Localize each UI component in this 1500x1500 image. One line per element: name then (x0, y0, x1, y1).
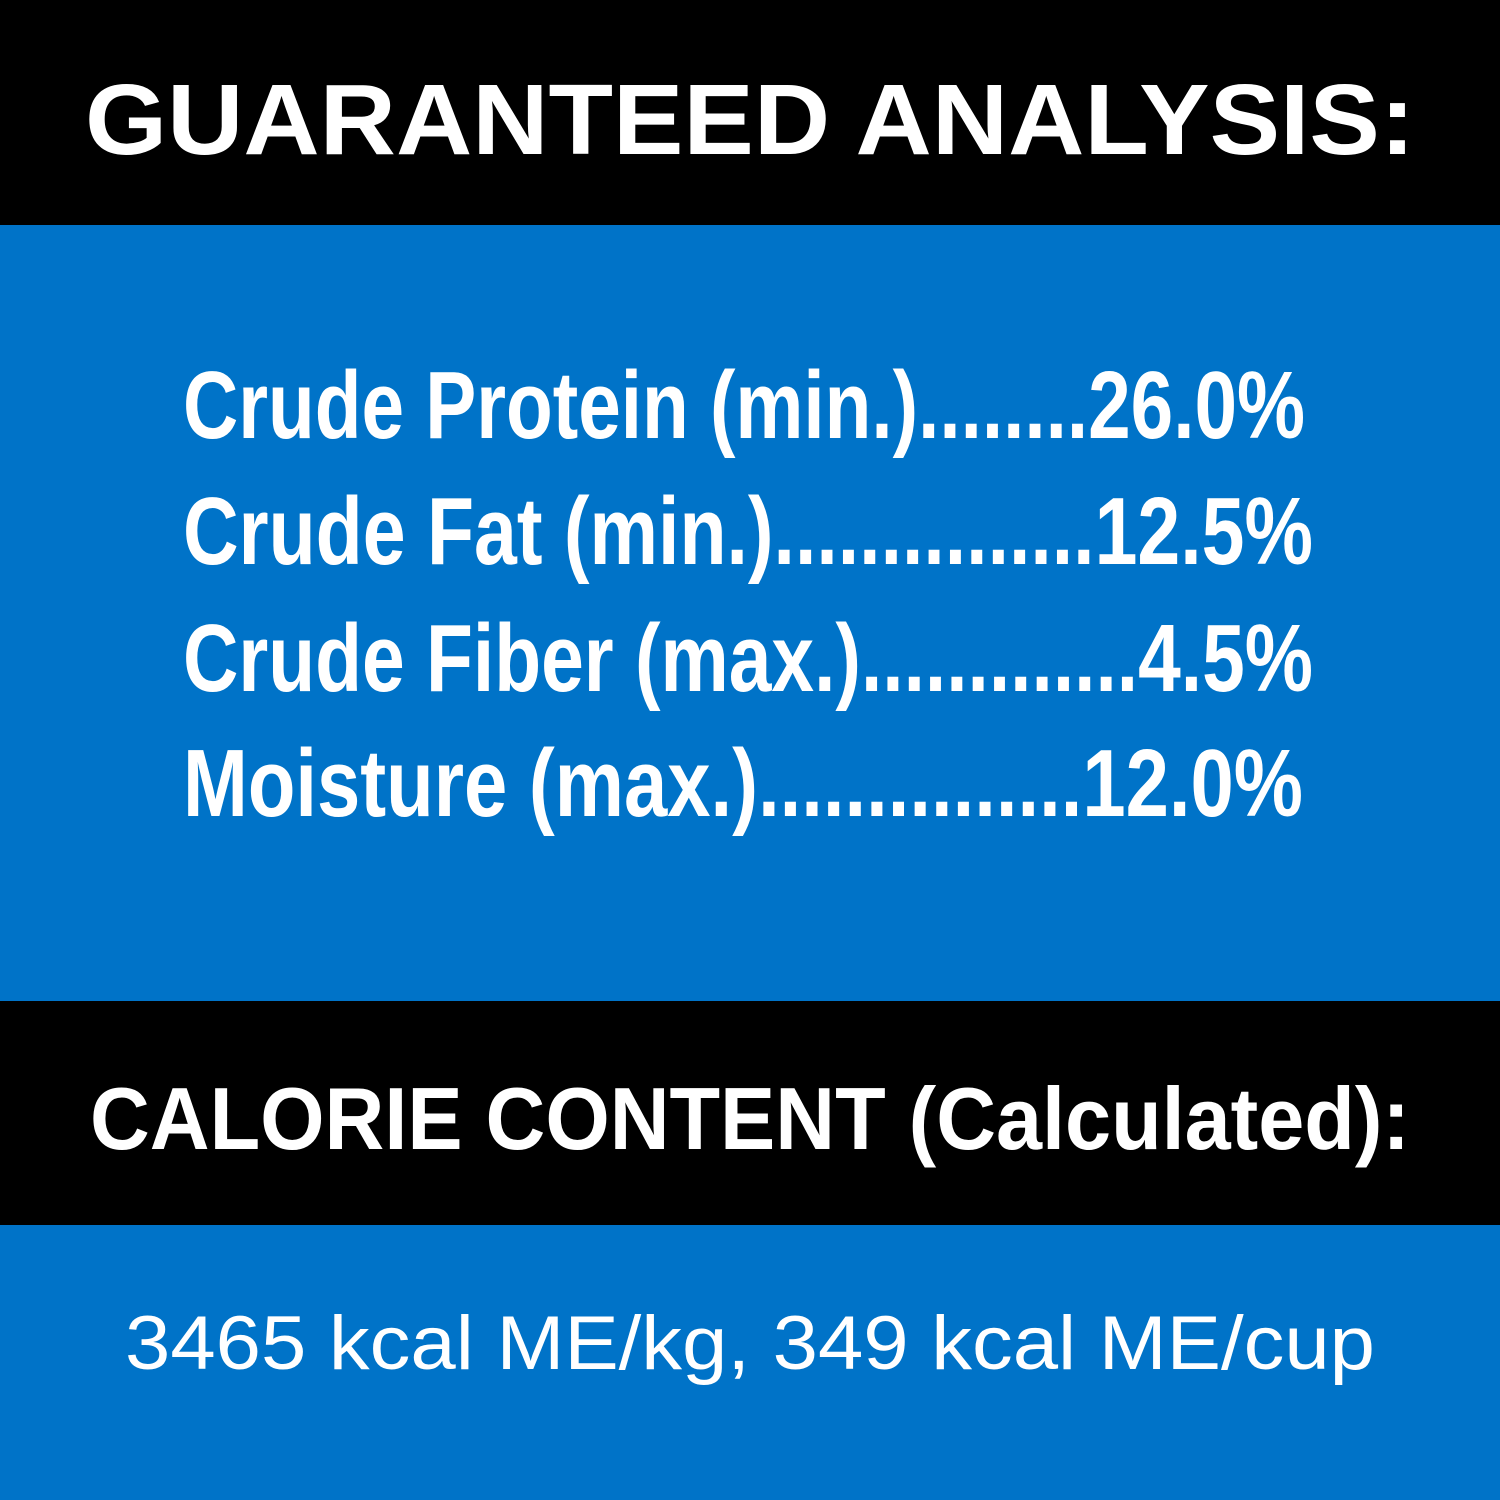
calorie-content-title: CALORIE CONTENT (Calculated): (90, 1069, 1410, 1168)
calorie-content-value: 3465 kcal ME/kg, 349 kcal ME/cup (125, 1301, 1375, 1386)
guaranteed-analysis-title: GUARANTEED ANALYSIS: (85, 64, 1415, 176)
calorie-panel (0, 1225, 1500, 1500)
nutrient-row-moisture: Moisture (max.)...............12.0% (183, 730, 1303, 837)
analysis-panel (0, 225, 1500, 1001)
nutrient-row-fiber: Crude Fiber (max.).............4.5% (183, 605, 1313, 712)
nutrient-row-protein: Crude Protein (min.)........26.0% (183, 352, 1305, 459)
calorie-header-band (0, 1001, 1500, 1225)
header-band (0, 0, 1500, 225)
nutrient-row-fat: Crude Fat (min.)...............12.5% (183, 478, 1313, 585)
